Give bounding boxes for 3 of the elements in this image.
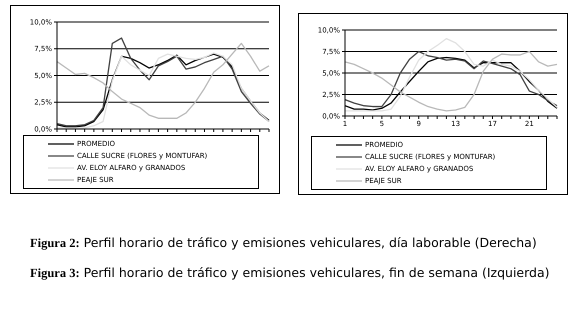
line-series (344, 38, 558, 112)
text: Figura 2: Perfil horario de tráfico y emisiones vehiculares, día laborable (Derecha) (30, 234, 538, 252)
text: Figura 3: Perfil horario de tráfico y emisiones vehiculares, fin de semana (Izquierda) (30, 264, 551, 282)
